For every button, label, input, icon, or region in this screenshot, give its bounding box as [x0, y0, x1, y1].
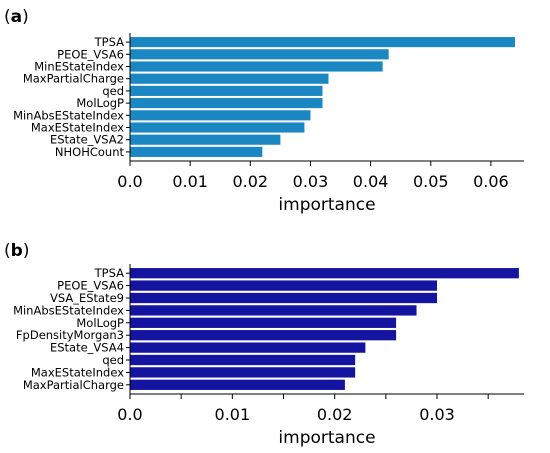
chart-panel-a: (a) TPSAPEOE_VSA6MinEStateIndexMaxPartial… [4, 7, 524, 215]
panel-label: (a) [4, 7, 29, 27]
x-tick-label: 0.02 [317, 405, 353, 424]
category-label: qed [102, 84, 124, 98]
panel-label: (b) [4, 241, 29, 261]
bar [130, 330, 397, 341]
category-label: EState_VSA4 [50, 341, 124, 355]
bar [130, 61, 383, 72]
category-label: qed [102, 353, 124, 367]
category-label: MinEStateIndex [34, 60, 124, 74]
category-label: NHOHCount [55, 145, 125, 159]
category-label: MinAbsEStateIndex [13, 303, 124, 317]
category-label: FpDensityMorgan3 [16, 328, 124, 342]
bar [130, 342, 366, 353]
category-label: PEOE_VSA6 [57, 279, 124, 293]
x-tick-label: 0.06 [473, 172, 509, 191]
category-label: MinAbsEStateIndex [13, 108, 124, 122]
x-axis-title: importance [278, 195, 375, 215]
bar [130, 146, 263, 157]
bar [130, 85, 323, 96]
category-label: MaxPartialCharge [23, 72, 124, 86]
chart-panel-b: (b) TPSAPEOE_VSA6VSA_EState9MinAbsEStateI… [4, 241, 524, 448]
bar [130, 367, 356, 378]
bar [130, 379, 345, 390]
x-tick-label: 0.04 [353, 172, 389, 191]
bar [130, 73, 329, 84]
category-label: MaxPartialCharge [23, 378, 124, 392]
bar [130, 98, 323, 109]
category-label: MaxEStateIndex [31, 121, 124, 135]
x-tick-label: 0.01 [172, 172, 208, 191]
bar [130, 37, 515, 48]
bar [130, 268, 519, 279]
bar [130, 354, 356, 366]
category-label: EState_VSA2 [50, 133, 124, 147]
category-label: TPSA [94, 35, 124, 49]
x-tick-label: 0.05 [413, 172, 449, 191]
bar [130, 110, 311, 121]
bar [130, 49, 389, 60]
bar [130, 317, 397, 328]
x-tick-label: 0.03 [419, 405, 455, 424]
bar [130, 305, 417, 316]
bar [130, 134, 281, 145]
category-label: TPSA [94, 266, 124, 280]
bar [130, 292, 438, 304]
x-tick-label: 0.03 [293, 172, 329, 191]
category-label: MaxEStateIndex [31, 365, 124, 379]
category-label: PEOE_VSA6 [57, 47, 124, 61]
category-label: VSA_EState9 [50, 291, 124, 305]
category-label: MolLogP [76, 316, 124, 330]
bar [130, 280, 438, 291]
category-label: MolLogP [76, 96, 124, 110]
x-tick-label: 0.01 [215, 405, 251, 424]
x-tick-label: 0.0 [117, 405, 142, 424]
x-tick-label: 0.02 [232, 172, 268, 191]
x-axis-title: importance [278, 428, 375, 448]
bar [130, 122, 305, 133]
x-tick-label: 0.0 [117, 172, 142, 191]
